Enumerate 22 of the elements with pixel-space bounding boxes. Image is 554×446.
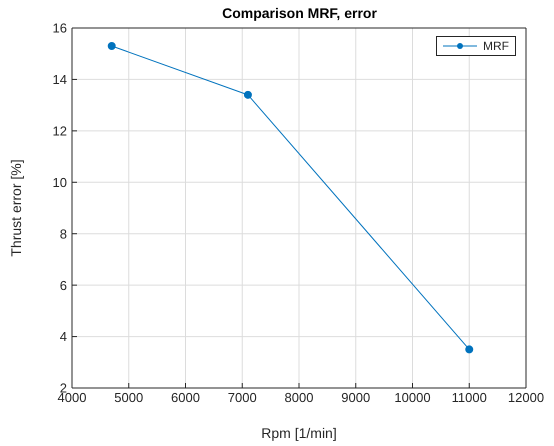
y-tick-label: 6 xyxy=(60,278,67,293)
y-tick-label: 8 xyxy=(60,226,67,242)
x-tick-label: 10000 xyxy=(394,390,431,406)
point xyxy=(108,42,116,50)
y-tick-label: 14 xyxy=(52,72,67,88)
x-tick-label: 7000 xyxy=(228,390,257,406)
y-tick-label: 10 xyxy=(52,174,67,190)
y-tick-label: 12 xyxy=(52,123,67,138)
legend-label: MRF xyxy=(483,39,509,53)
point xyxy=(465,345,474,354)
y-tick-label: 16 xyxy=(52,20,67,36)
chart-title: Comparison MRF, error xyxy=(221,5,378,21)
x-tick-label: 11000 xyxy=(452,390,487,406)
point xyxy=(244,90,252,99)
x-tick-label: 8000 xyxy=(284,390,314,406)
x-axis-title: Rpm [1/min] xyxy=(261,425,337,441)
x-tick-label: 5000 xyxy=(114,390,144,406)
y-axis-title: Thrust error [%] xyxy=(8,159,24,257)
x-tick-label: 12000 xyxy=(508,390,544,406)
x-tick-label: 9000 xyxy=(341,390,370,406)
y-tick-label: 4 xyxy=(60,329,67,344)
x-tick-label: 6000 xyxy=(171,390,200,406)
